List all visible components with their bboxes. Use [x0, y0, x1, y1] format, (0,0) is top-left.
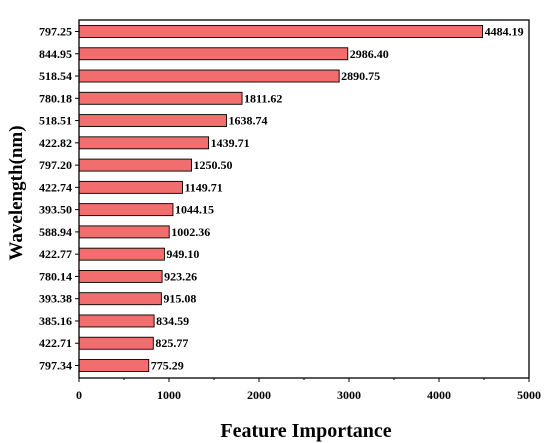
bar-422.74 — [78, 180, 183, 194]
y-tick-label-393.38: 393.38 — [39, 292, 72, 306]
value-label-797.34: 775.29 — [151, 359, 184, 373]
value-label-844.95: 2986.40 — [350, 47, 389, 61]
value-label-393.50: 1044.15 — [175, 203, 214, 217]
bar-844.95 — [78, 47, 349, 61]
bar-385.16 — [78, 314, 155, 328]
bar-393.38 — [78, 292, 162, 306]
y-axis-title: Wavelength(nm) — [6, 125, 27, 260]
y-tick-label-422.71: 422.71 — [39, 336, 72, 350]
x-tick-label-2000: 2000 — [247, 388, 271, 402]
bar-797.25 — [78, 25, 484, 38]
x-tick-label-4000: 4000 — [427, 388, 451, 402]
y-tick-label-393.50: 393.50 — [39, 203, 72, 217]
x-axis: 0 1000 2000 3000 4000 5000 — [76, 378, 541, 402]
value-label-422.82: 1439.71 — [211, 136, 250, 150]
bar-518.51 — [78, 114, 227, 128]
y-tick-label-780.18: 780.18 — [39, 91, 72, 105]
bar-797.34 — [78, 359, 150, 372]
y-tick-labels: 797.25 844.95 518.54 780.18 518.51 422.82 797.… — [39, 25, 79, 373]
y-tick-label-780.14: 780.14 — [39, 269, 72, 283]
y-tick-label-518.54: 518.54 — [39, 69, 72, 83]
y-tick-label-797.20: 797.20 — [39, 158, 72, 172]
y-tick-label-422.77: 422.77 — [39, 247, 72, 261]
value-label-797.25: 4484.19 — [485, 25, 524, 39]
value-label-780.14: 923.26 — [164, 269, 197, 283]
y-tick-label-844.95: 844.95 — [39, 47, 72, 61]
bar-422.71 — [78, 336, 154, 350]
y-tick-label-797.25: 797.25 — [39, 25, 72, 39]
x-tick-label-0: 0 — [76, 388, 82, 402]
bar-780.14 — [78, 269, 163, 283]
bars-group: 4484.19 2986.40 2890.75 1811.62 1638.74 1439.… — [78, 25, 524, 373]
bar-422.82 — [78, 136, 210, 150]
bar-422.77 — [78, 247, 165, 261]
y-tick-label-385.16: 385.16 — [39, 314, 72, 328]
x-tick-label-3000: 3000 — [337, 388, 361, 402]
bar-780.18 — [78, 91, 243, 105]
value-label-422.77: 949.10 — [166, 247, 199, 261]
y-tick-label-518.51: 518.51 — [39, 114, 72, 128]
value-label-422.74: 1149.71 — [184, 180, 222, 194]
plot-frame — [78, 19, 530, 379]
x-axis-title: Feature Importance — [220, 420, 391, 442]
value-label-422.71: 825.77 — [155, 336, 188, 350]
value-label-393.38: 915.08 — [163, 292, 196, 306]
value-label-780.18: 1811.62 — [244, 91, 282, 105]
bar-393.50 — [78, 203, 174, 217]
value-label-518.51: 1638.74 — [228, 114, 267, 128]
x-tick-label-5000: 5000 — [517, 388, 541, 402]
bar-518.54 — [78, 69, 340, 83]
value-label-588.94: 1002.36 — [171, 225, 210, 239]
value-label-518.54: 2890.75 — [341, 69, 380, 83]
value-label-797.20: 1250.50 — [194, 158, 233, 172]
value-label-385.16: 834.59 — [156, 314, 189, 328]
y-tick-label-422.82: 422.82 — [39, 136, 72, 150]
y-tick-label-588.94: 588.94 — [39, 225, 72, 239]
bar-588.94 — [78, 225, 170, 239]
bar-797.20 — [78, 158, 192, 172]
y-tick-label-422.74: 422.74 — [39, 180, 72, 194]
y-tick-label-797.34: 797.34 — [39, 359, 72, 373]
x-tick-label-1000: 1000 — [157, 388, 181, 402]
